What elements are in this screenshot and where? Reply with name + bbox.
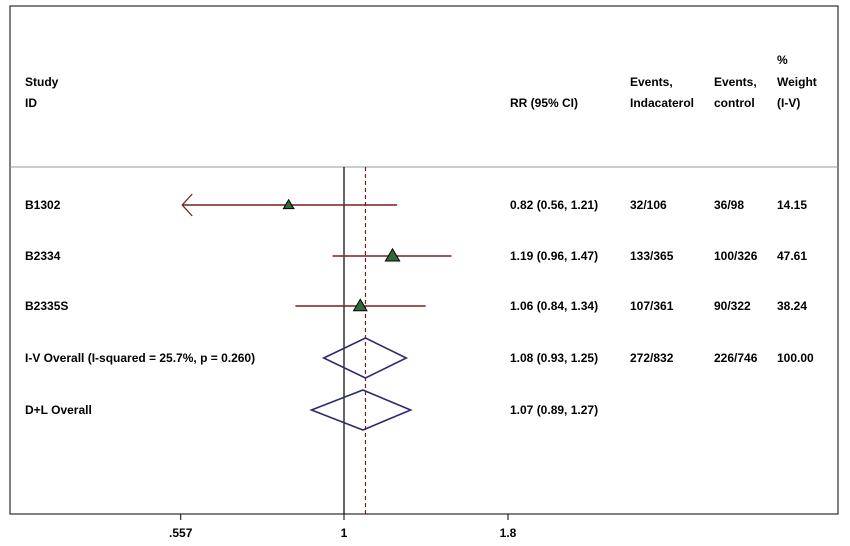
header-events-ind-1: Events, [630,75,673,89]
overall-diamond-1 [309,389,413,431]
study-rr-label-1: 1.19 (0.96, 1.47) [510,249,598,263]
study-rows: B1302 0.82 (0.56, 1.21) 32/106 36/98 14.15 B2… [25,193,814,431]
study-marker-1 [384,247,401,262]
study-marker-0 [282,198,295,210]
study-id-0: B1302 [25,198,61,212]
header-weight-3: (I-V) [777,96,800,110]
study-rr-label-0: 0.82 (0.56, 1.21) [510,198,598,212]
header-rr: RR (95% CI) [510,96,578,110]
study-ci-arrow-0 [181,193,193,217]
plot-frame [9,5,839,515]
header-weight-1: % [777,53,788,67]
study-weight-1: 47.61 [777,249,807,263]
overall-events-ind-0: 272/832 [630,351,674,365]
study-weight-0: 14.15 [777,198,807,212]
overall-id-1: D+L Overall [25,403,92,417]
overall-diamond-0 [321,337,409,379]
header-events-ctrl-2: control [714,96,755,110]
header-study: Study [25,75,59,89]
study-id-1: B2334 [25,249,61,263]
study-weight-2: 38.24 [777,299,807,313]
study-events-ind-2: 107/361 [630,299,674,313]
x-tick-label-0: .557 [169,526,193,540]
overall-events-ctrl-0: 226/746 [714,351,758,365]
x-tick-label-1: 1 [341,526,348,540]
x-axis: .557 1 1.8 [169,514,517,540]
study-marker-2 [352,298,368,312]
study-id-2: B2335S [25,299,68,313]
x-tick-label-2: 1.8 [500,526,517,540]
overall-rr-label-1: 1.07 (0.89, 1.27) [510,403,598,417]
header-events-ind-2: Indacaterol [630,96,694,110]
header-id: ID [25,96,37,110]
overall-rr-label-0: 1.08 (0.93, 1.25) [510,351,598,365]
overall-weight-0: 100.00 [777,351,814,365]
study-events-ctrl-2: 90/322 [714,299,751,313]
study-rr-label-2: 1.06 (0.84, 1.34) [510,299,598,313]
study-events-ctrl-0: 36/98 [714,198,744,212]
header-weight-2: Weight [777,75,817,89]
study-events-ind-1: 133/365 [630,249,674,263]
overall-id-0: I-V Overall (I-squared = 25.7%, p = 0.26… [25,351,255,365]
header-events-ctrl-1: Events, [714,75,757,89]
study-events-ind-0: 32/106 [630,198,667,212]
study-events-ctrl-1: 100/326 [714,249,758,263]
